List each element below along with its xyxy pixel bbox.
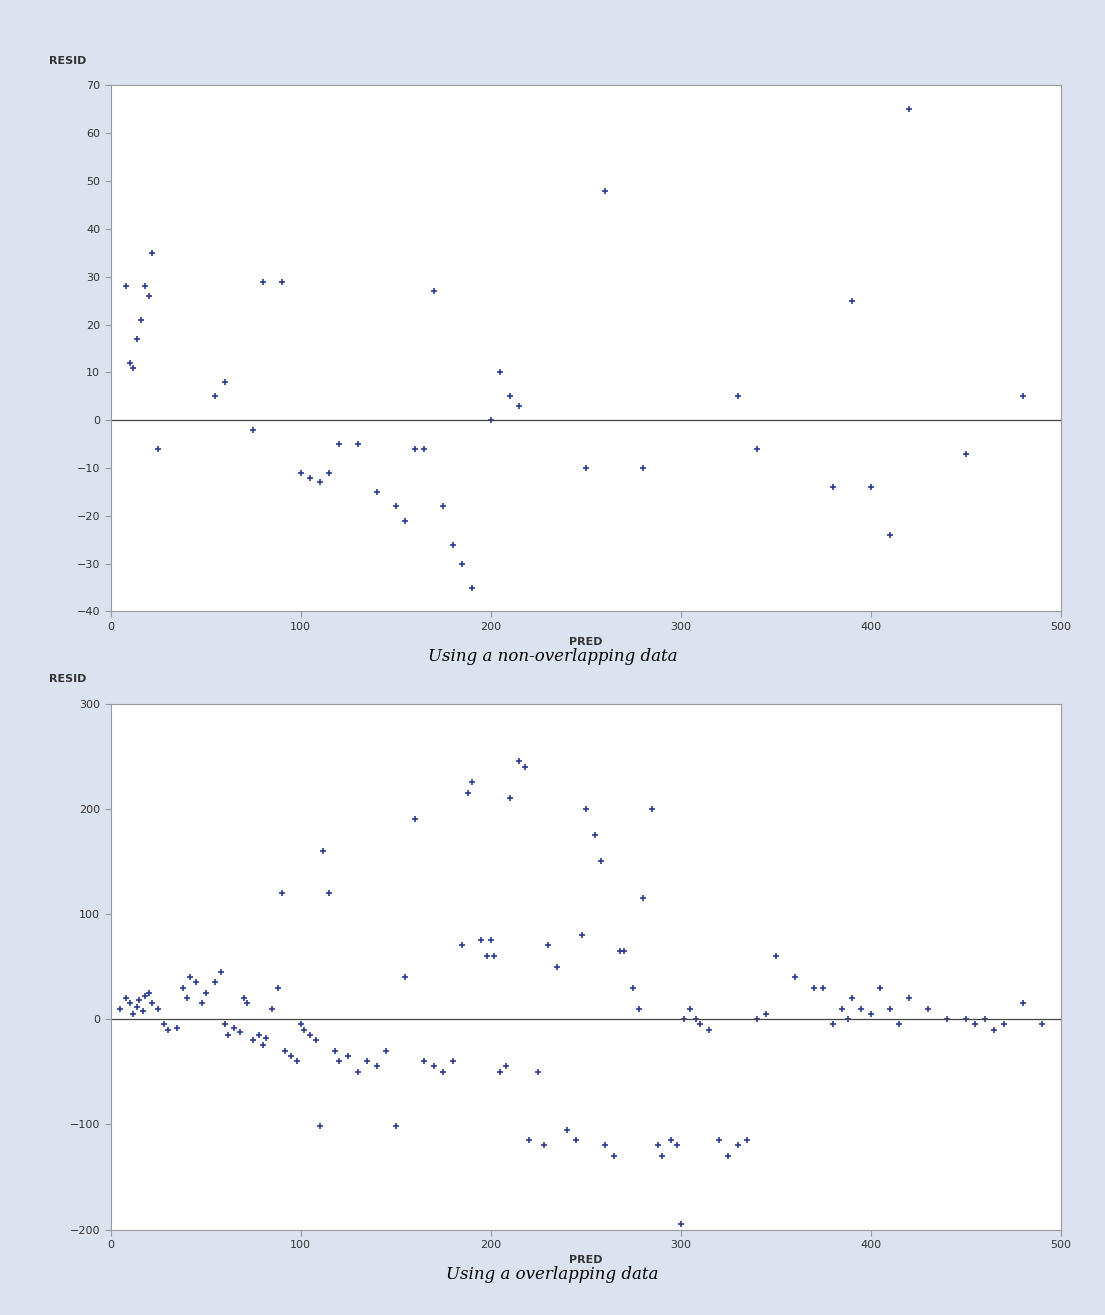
- X-axis label: PRED: PRED: [569, 638, 602, 647]
- Text: Using a non-overlapping data: Using a non-overlapping data: [428, 648, 677, 665]
- Text: RESID: RESID: [49, 57, 86, 67]
- Text: RESID: RESID: [49, 675, 86, 685]
- X-axis label: PRED: PRED: [569, 1256, 602, 1265]
- Text: Using a overlapping data: Using a overlapping data: [446, 1266, 659, 1283]
